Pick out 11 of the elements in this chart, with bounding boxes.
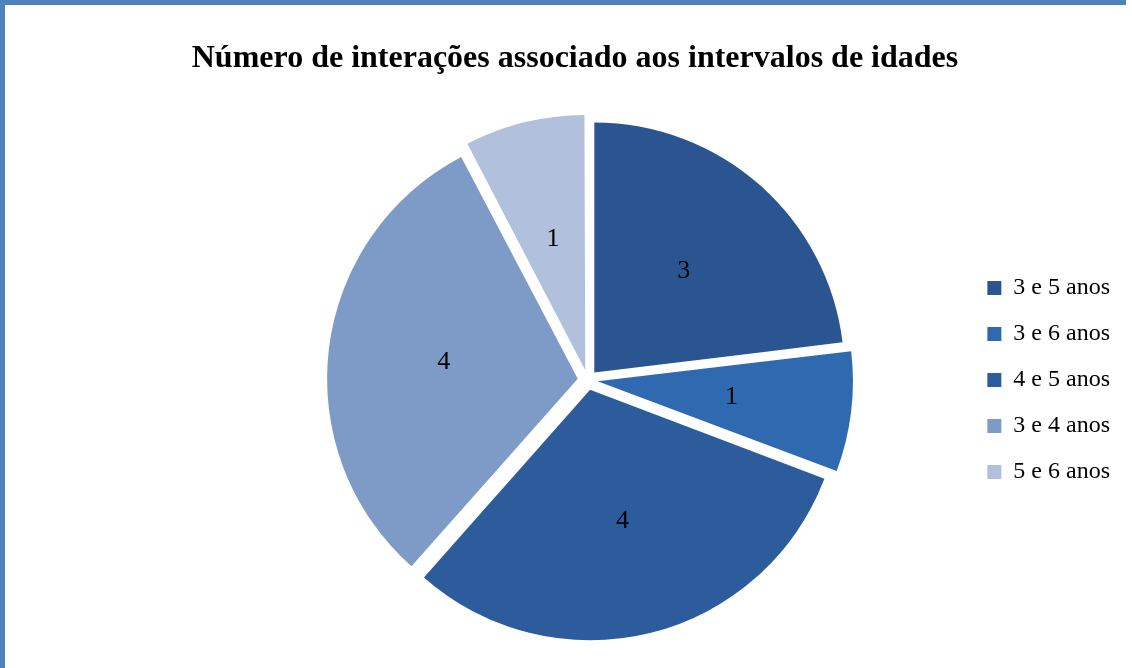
legend-label: 3 e 6 anos bbox=[1013, 319, 1111, 346]
legend-label: 4 e 5 anos bbox=[1013, 365, 1111, 392]
data-label: 4 bbox=[437, 346, 451, 376]
data-label: 1 bbox=[725, 381, 739, 411]
chart-title: Número de interações associado aos intervalos de idades bbox=[190, 38, 960, 75]
data-label: 4 bbox=[615, 504, 629, 534]
legend-label: 5 e 6 anos bbox=[1013, 457, 1111, 484]
data-label: 3 bbox=[677, 255, 691, 285]
data-label: 1 bbox=[546, 223, 560, 253]
legend-label: 3 e 4 anos bbox=[1013, 411, 1111, 438]
legend-label: 3 e 5 anos bbox=[1013, 273, 1111, 300]
